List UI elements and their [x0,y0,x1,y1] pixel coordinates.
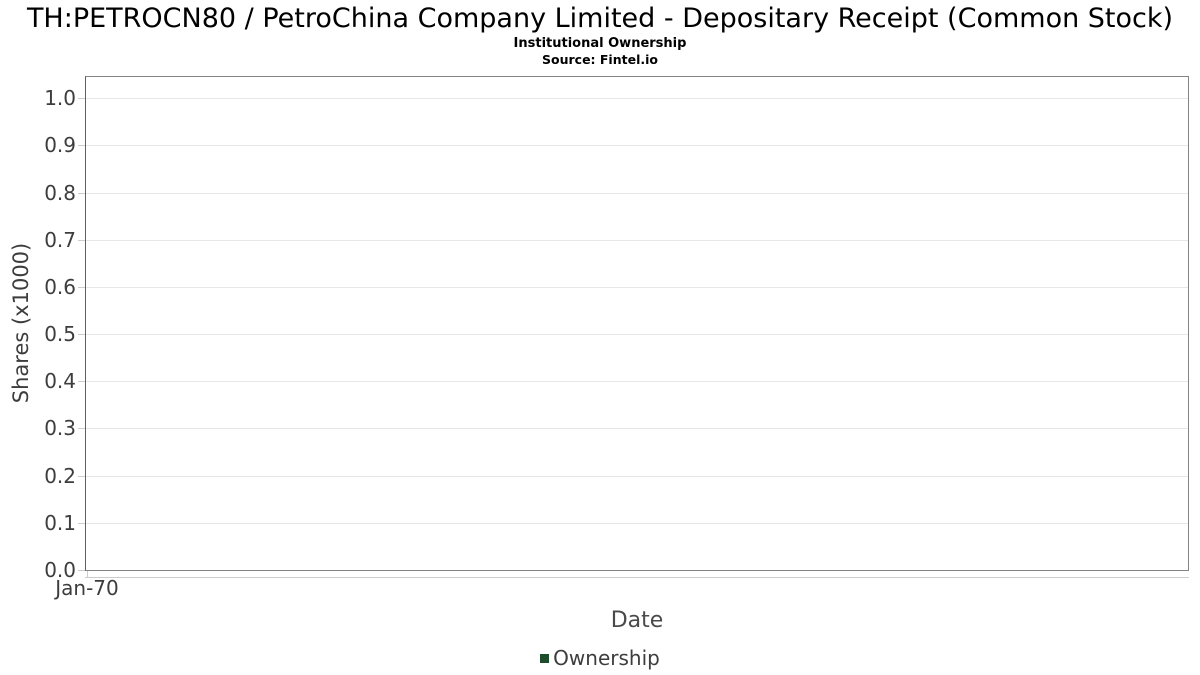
gridline [86,428,1188,429]
y-tick-mark [78,334,85,335]
y-tick-mark [78,193,85,194]
gridline [86,381,1188,382]
legend-swatch-icon [540,653,550,663]
gridline [86,98,1188,99]
y-tick-label: 0.9 [44,133,76,157]
y-tick-label: 0.6 [44,275,76,299]
gridline [86,145,1188,146]
y-tick-mark [78,381,85,382]
legend: Ownership [0,644,1200,672]
x-tick-mark [87,571,88,577]
y-tick-mark [78,523,85,524]
chart-title: TH:PETROCN80 / PetroChina Company Limite… [26,3,1174,34]
legend-entry-ownership[interactable]: Ownership [540,647,660,669]
y-tick-mark [78,287,85,288]
y-tick-mark [78,240,85,241]
y-tick-label: 0.8 [44,181,76,205]
x-tick-label: Jan-70 [55,576,119,600]
gridline [86,193,1188,194]
gridline [86,240,1188,241]
gridline [86,523,1188,524]
y-tick-mark [78,570,85,571]
gridline [86,476,1188,477]
y-tick-label: 0.2 [44,464,76,488]
plot-area [85,76,1189,571]
gridline [86,287,1188,288]
y-tick-label: 0.7 [44,228,76,252]
y-tick-label: 0.1 [44,511,76,535]
y-tick-mark [78,145,85,146]
chart-source-credit: Source: Fintel.io [542,52,658,67]
y-tick-label: 0.4 [44,369,76,393]
gridline [86,334,1188,335]
y-tick-label: 0.0 [44,558,76,582]
chart-subtitle: Institutional Ownership [513,36,687,51]
x-axis-title: Date [610,608,664,633]
legend-label: Ownership [553,646,660,670]
y-tick-mark [78,98,85,99]
y-tick-label: 0.5 [44,322,76,346]
y-tick-label: 0.3 [44,416,76,440]
x-axis-line [85,577,1189,578]
y-tick-label: 1.0 [44,86,76,110]
y-tick-mark [78,428,85,429]
y-axis-title: Shares (x1000) [9,242,33,404]
y-tick-mark [78,476,85,477]
